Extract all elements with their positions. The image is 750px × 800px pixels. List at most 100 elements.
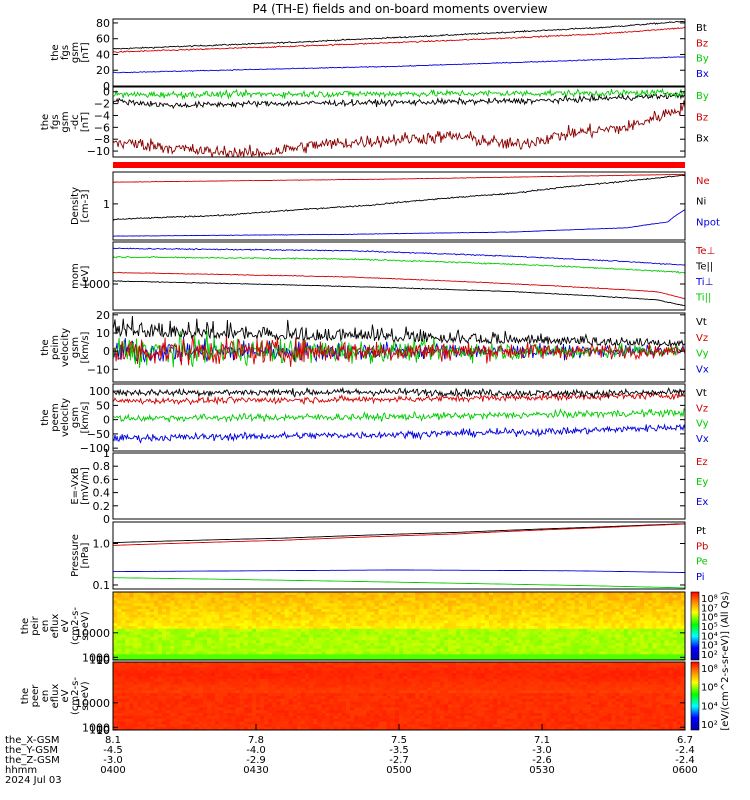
heatmap-cell — [554, 611, 559, 616]
heatmap-cell — [251, 710, 257, 714]
heatmap-cell — [227, 676, 233, 680]
heatmap-cell — [227, 724, 233, 728]
heatmap-cell — [517, 628, 523, 633]
heatmap-cell — [537, 640, 543, 644]
heatmap-cell — [546, 597, 551, 602]
heatmap-cell — [305, 648, 310, 653]
heatmap-cell — [149, 710, 155, 714]
heatmap-cell — [345, 634, 351, 638]
heatmap-cell — [566, 600, 572, 604]
heatmap-cell — [137, 707, 143, 711]
y-tick-label: 0.8 — [93, 460, 111, 473]
heatmap-cell — [603, 637, 608, 641]
heatmap-cell — [162, 592, 167, 596]
heatmap-cell — [390, 592, 396, 596]
heatmap-cell — [407, 651, 412, 655]
heatmap-cell — [648, 628, 653, 633]
heatmap-cell — [329, 701, 335, 706]
heatmap-cell — [362, 603, 367, 607]
heatmap-cell — [341, 681, 347, 686]
heatmap-cell — [113, 676, 118, 680]
heatmap-cell — [223, 715, 228, 720]
heatmap-cell — [350, 637, 355, 641]
heatmap-cell — [219, 592, 224, 596]
heatmap-cell — [284, 698, 290, 703]
heatmap-cell — [358, 634, 363, 638]
heatmap-cell — [488, 609, 494, 613]
heatmap-cell — [256, 592, 261, 596]
heatmap-cell — [129, 667, 134, 672]
heatmap-cell — [660, 594, 666, 599]
heatmap-cell — [582, 592, 588, 596]
heatmap-cell — [190, 634, 196, 638]
heatmap-cell — [468, 606, 474, 610]
heatmap-cell — [317, 637, 322, 641]
heatmap-cell — [488, 640, 494, 644]
heatmap-cell — [133, 698, 139, 703]
heatmap-cell — [198, 594, 204, 599]
heatmap-cell — [141, 594, 147, 599]
heatmap-cell — [268, 645, 273, 650]
heatmap-cell — [329, 664, 335, 669]
heatmap-cell — [149, 687, 155, 691]
heatmap-cell — [603, 600, 608, 604]
heatmap-cell — [644, 609, 649, 613]
heatmap-cell — [321, 657, 327, 660]
heatmap-cell — [268, 664, 273, 669]
heatmap-cell — [464, 611, 470, 616]
heatmap-cell — [280, 679, 286, 683]
heatmap-cell — [443, 628, 449, 633]
heatmap-cell — [280, 609, 286, 613]
heatmap-cell — [133, 645, 139, 650]
heatmap-cell — [472, 637, 478, 641]
heatmap-cell — [517, 600, 523, 604]
heatmap-cell — [354, 673, 359, 677]
heatmap-cell — [145, 645, 151, 650]
heatmap-cell — [513, 597, 519, 602]
heatmap-cell — [247, 614, 253, 619]
heatmap-cell — [296, 690, 302, 694]
heatmap-cell — [202, 698, 208, 703]
heatmap-cell — [333, 727, 339, 730]
heatmap-cell — [501, 654, 506, 658]
heatmap-cell — [182, 690, 188, 694]
heatmap-cell — [166, 614, 171, 619]
heatmap-cell — [174, 609, 179, 613]
heatmap-cell — [117, 631, 122, 636]
heatmap-cell — [280, 721, 286, 725]
heatmap-cell — [591, 657, 596, 660]
y-tick-label: −10 — [87, 363, 110, 376]
heatmap-cell — [300, 611, 306, 616]
heatmap-cell — [239, 606, 245, 610]
heatmap-cell — [198, 718, 204, 723]
heatmap-cell — [309, 657, 314, 660]
heatmap-cell — [223, 654, 228, 658]
heatmap-cell — [251, 727, 257, 730]
heatmap-cell — [223, 676, 228, 680]
heatmap-cell — [476, 597, 482, 602]
heatmap-cell — [251, 617, 257, 621]
heatmap-cell — [411, 654, 416, 658]
heatmap-cell — [288, 634, 294, 638]
heatmap-cell — [644, 606, 649, 610]
heatmap-cell — [472, 643, 478, 647]
heatmap-cell — [141, 654, 147, 658]
heatmap-cell — [317, 710, 322, 714]
heatmap-cell — [554, 654, 559, 658]
heatmap-cell — [251, 657, 257, 660]
heatmap-cell — [648, 637, 653, 641]
heatmap-cell — [219, 667, 224, 672]
heatmap-cell — [337, 648, 343, 653]
heatmap-cell — [636, 637, 641, 641]
heatmap-cell — [615, 637, 621, 641]
heatmap-cell — [284, 710, 290, 714]
heatmap-cell — [129, 614, 134, 619]
heatmap-cell — [251, 609, 257, 613]
heatmap-cell — [117, 654, 122, 658]
heatmap-cell — [235, 657, 241, 660]
heatmap-cell — [652, 597, 657, 602]
heatmap-cell — [672, 654, 678, 658]
heatmap-cell — [329, 670, 335, 674]
heatmap-cell — [460, 651, 465, 655]
